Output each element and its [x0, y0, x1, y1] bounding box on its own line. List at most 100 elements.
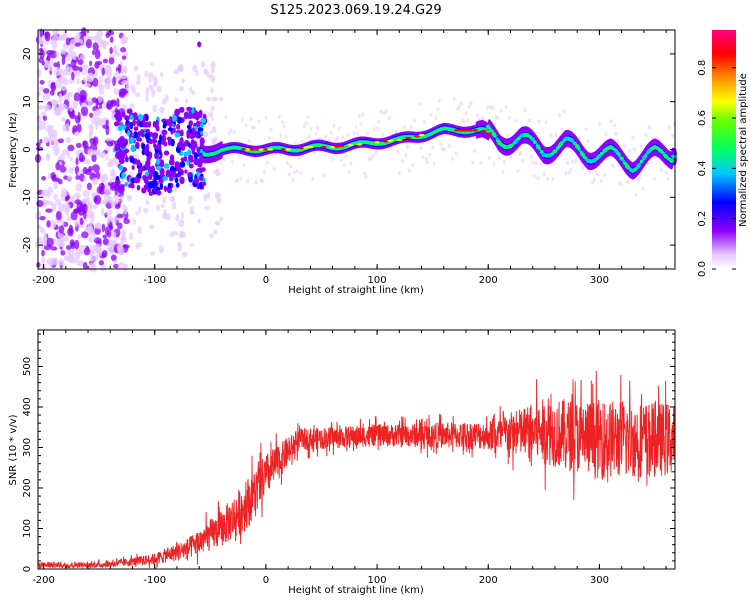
heat-cell: [69, 156, 73, 162]
heat-cell: [132, 218, 136, 226]
heat-cell: [501, 169, 505, 174]
heat-cell: [74, 42, 81, 47]
heat-cell: [65, 63, 69, 72]
heat-cell: [451, 156, 455, 161]
heat-cell: [584, 127, 588, 132]
heat-cell: [222, 147, 227, 151]
heat-cell: [120, 47, 127, 53]
heat-cell: [411, 162, 415, 167]
heat-cell: [564, 171, 568, 176]
heat-cell: [61, 55, 66, 66]
heat-cell: [522, 108, 526, 113]
heat-cell: [187, 199, 192, 205]
heat-cell: [179, 86, 185, 92]
heat-cell: [114, 179, 120, 187]
heat-cell: [88, 236, 94, 243]
heat-cell: [509, 155, 513, 160]
heat-cell: [352, 141, 357, 146]
heat-cell: [232, 145, 237, 150]
heat-cell: [58, 203, 66, 213]
heat-cell: [312, 143, 317, 148]
heat-cell: [186, 159, 190, 166]
heat-cell: [219, 160, 223, 165]
heat-cell: [136, 242, 142, 248]
heat-cell: [101, 249, 108, 258]
heat-cell: [352, 130, 356, 135]
heat-cell: [476, 113, 480, 118]
heat-cell: [252, 125, 256, 130]
heat-cell: [56, 35, 65, 41]
heat-cell: [297, 155, 301, 160]
colorbar-tick-label: 0.6: [697, 110, 708, 126]
heat-cell: [499, 108, 503, 113]
heat-cell: [627, 148, 631, 153]
heat-cell: [128, 183, 132, 188]
heat-cell: [254, 148, 261, 151]
heat-cell: [219, 148, 224, 152]
heat-cell: [167, 182, 172, 189]
heat-cell: [183, 111, 189, 120]
heat-cell: [163, 163, 170, 169]
heat-cell: [87, 148, 94, 156]
heat-cell: [117, 63, 122, 74]
heat-cell: [133, 131, 138, 139]
heat-cell: [195, 120, 202, 127]
heat-cell: [203, 70, 210, 75]
heat-cell: [622, 144, 626, 149]
heat-cell: [657, 137, 661, 142]
heat-cell: [142, 207, 149, 214]
heat-cell: [296, 148, 301, 153]
heat-cell: [316, 143, 321, 147]
heat-cell: [239, 176, 243, 181]
heat-cell: [100, 264, 107, 272]
heat-cell: [151, 75, 157, 82]
heat-cell: [299, 171, 303, 176]
heat-cell: [144, 132, 151, 140]
heat-cell: [172, 114, 178, 123]
heat-cell: [84, 197, 91, 204]
heat-cell: [287, 172, 291, 177]
heat-cell: [439, 142, 443, 147]
heat-cell: [294, 141, 298, 146]
heat-cell: [103, 184, 112, 194]
heat-cell: [513, 139, 519, 144]
heat-cell: [60, 103, 68, 110]
heat-cell: [53, 62, 58, 68]
x-tick-label: 200: [479, 575, 498, 586]
snr-ylabel: SNR (10 * v/v): [8, 414, 19, 485]
heat-cell: [244, 123, 248, 128]
heat-cell: [582, 155, 587, 160]
heat-cell: [36, 236, 43, 245]
heat-cell: [59, 241, 66, 248]
heat-cell: [574, 159, 578, 164]
heat-cell: [143, 184, 150, 190]
heat-cell: [95, 98, 99, 109]
heat-cell: [639, 144, 643, 149]
colorbar: 0.0 0.2 0.4 0.6 0.8 Normalized spectral ampl…: [697, 30, 749, 277]
heat-cell: [396, 149, 400, 154]
heat-cell: [183, 155, 188, 162]
heat-cell: [374, 141, 381, 144]
heat-cell: [50, 171, 56, 181]
heat-cell: [67, 175, 73, 181]
heat-cell: [145, 94, 149, 102]
heat-cell: [197, 127, 204, 132]
heat-cell: [262, 148, 269, 151]
heat-cell: [571, 159, 575, 164]
heat-cell: [91, 149, 100, 156]
heat-cell: [58, 225, 65, 234]
heat-cell: [114, 49, 118, 55]
heat-cell: [552, 149, 558, 154]
heat-cell: [151, 91, 155, 98]
heat-cell: [396, 138, 403, 142]
heat-cell: [206, 73, 212, 79]
heat-cell: [536, 144, 541, 150]
heat-cell: [362, 140, 367, 144]
heat-cell: [285, 148, 292, 151]
heat-cell: [666, 177, 670, 182]
heat-cell: [354, 124, 358, 129]
heat-cell: [129, 114, 134, 120]
heat-cell: [557, 113, 561, 118]
heat-cell: [92, 42, 99, 51]
heat-cell: [118, 140, 124, 148]
